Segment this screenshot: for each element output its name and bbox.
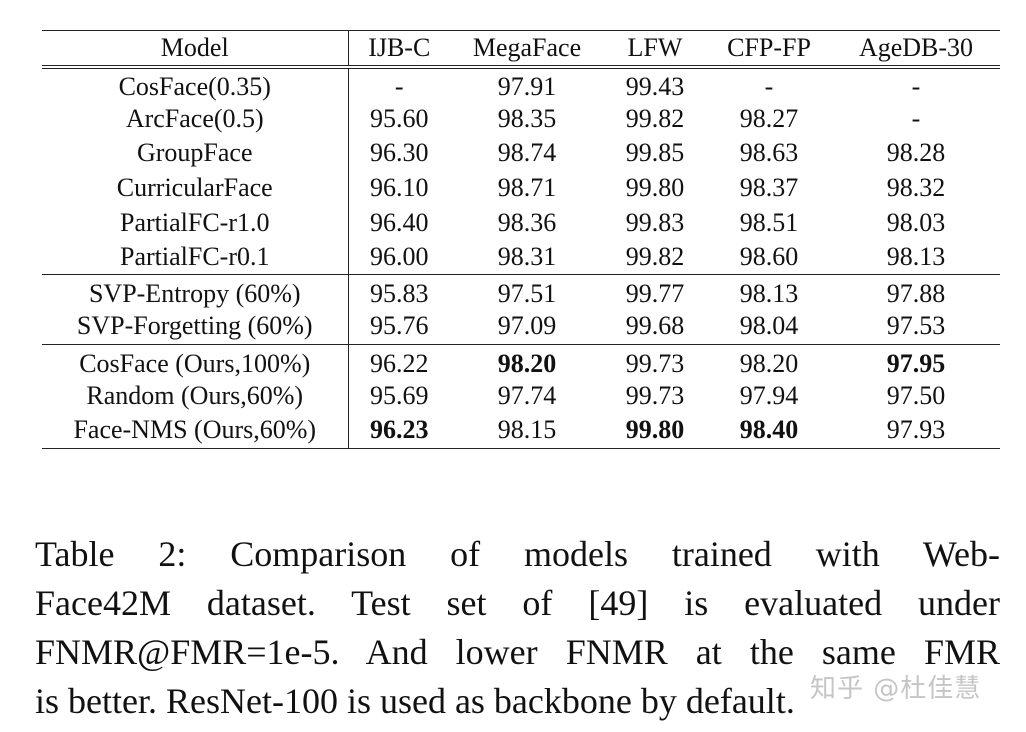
score-cell: 98.28	[886, 138, 946, 168]
score-cell: 95.69	[370, 381, 429, 411]
model-name-cell: CosFace(0.35)	[42, 66, 349, 102]
score-cell: 99.80	[604, 413, 706, 449]
model-name-cell: GroupFace	[42, 135, 349, 171]
score-cell: 98.27	[739, 103, 799, 133]
score-cell: 99.43	[625, 71, 685, 101]
table-row: GroupFace 96.30 98.74 99.85 98.63 98.28	[42, 135, 1000, 171]
column-header-ijbc: IJB-C	[348, 30, 450, 69]
model-name-cell: CosFace (Ours,100%)	[42, 343, 349, 379]
model-name-cell: Random (Ours,60%)	[42, 378, 349, 414]
column-header-megaface: MegaFace	[450, 30, 604, 69]
caption-line: is better. ResNet-100 is used as backbon…	[35, 681, 795, 721]
score-cell: 98.35	[497, 103, 557, 133]
score-cell: -	[911, 103, 921, 133]
score-cell: 98.31	[497, 242, 557, 272]
score-cell: 97.51	[450, 274, 604, 310]
score-cell: 97.09	[497, 311, 557, 341]
column-header-model: Model	[42, 30, 349, 69]
score-cell: 97.74	[497, 381, 557, 411]
score-cell: 99.68	[625, 311, 685, 341]
results-table: Model IJB-C MegaFace LFW CFP-FP AgeDB-30…	[42, 30, 1000, 449]
table-row: CurricularFace 96.10 98.71 99.80 98.37 98.32	[42, 170, 1000, 206]
score-cell: 98.20	[450, 343, 604, 379]
score-cell: 98.13	[886, 242, 946, 272]
score-cell: 96.23	[348, 413, 450, 449]
model-name-cell: SVP-Entropy (60%)	[42, 274, 349, 310]
score-cell: -	[764, 71, 774, 101]
caption-line: Face42M dataset. Test set of [49] is eva…	[35, 583, 1000, 623]
model-name-cell: PartialFC-r1.0	[42, 205, 349, 240]
score-cell: 97.88	[832, 274, 1000, 310]
table-row: CosFace (Ours,100%) 96.22 98.20 99.73 98.20 9…	[42, 343, 1000, 379]
score-cell: 98.04	[739, 311, 799, 341]
score-cell: 96.40	[370, 207, 429, 237]
table-row: SVP-Entropy (60%) 95.83 97.51 99.77 98.13 97.…	[42, 274, 1000, 310]
column-header-agedb-30: AgeDB-30	[832, 30, 1000, 69]
caption-line: FNMR@FMR=1e-5. And lower FNMR at the sam…	[35, 632, 1000, 672]
model-name-cell: SVP-Forgetting (60%)	[42, 309, 349, 344]
score-cell: 98.32	[886, 172, 946, 202]
score-cell: 97.93	[832, 413, 1000, 449]
score-cell: -	[911, 71, 921, 101]
score-cell: -	[394, 71, 404, 101]
table-header-row: Model IJB-C MegaFace LFW CFP-FP AgeDB-30	[42, 30, 1000, 69]
score-cell: 98.74	[497, 138, 557, 168]
score-cell: 98.37	[739, 172, 799, 202]
model-name-cell: CurricularFace	[42, 170, 349, 206]
score-cell: 97.95	[832, 343, 1000, 379]
score-cell: 95.76	[370, 311, 429, 341]
table-row: Face-NMS (Ours,60%) 96.23 98.15 99.80 98.40 9…	[42, 413, 1000, 449]
score-cell: 96.00	[370, 242, 429, 272]
table-body: CosFace(0.35) -97.91 99.43- - ArcFace(0.5) 95…	[42, 66, 1000, 449]
score-cell: 97.94	[739, 381, 799, 411]
model-name-cell: PartialFC-r0.1	[42, 239, 349, 275]
score-cell: 96.10	[370, 172, 429, 202]
model-name-cell: ArcFace(0.5)	[42, 101, 349, 136]
model-name-cell: Face-NMS (Ours,60%)	[42, 413, 349, 449]
table-row: Random (Ours,60%) 95.69 97.74 99.73 97.94 97.…	[42, 378, 1000, 414]
score-cell: 99.82	[625, 103, 685, 133]
score-cell: 96.22	[348, 343, 450, 379]
score-cell: 98.20	[706, 343, 832, 379]
score-cell: 98.13	[706, 274, 832, 310]
score-cell: 98.51	[739, 207, 799, 237]
score-cell: 95.83	[348, 274, 450, 310]
results-table-container: Model IJB-C MegaFace LFW CFP-FP AgeDB-30…	[42, 30, 1000, 449]
table-row: PartialFC-r1.0 96.40 98.36 99.83 98.51 98.03	[42, 205, 1000, 240]
score-cell: 95.60	[370, 103, 429, 133]
score-cell: 99.82	[625, 242, 685, 272]
score-cell: 98.15	[450, 413, 604, 449]
table-row: CosFace(0.35) - 97.91 99.43 - -	[42, 66, 1000, 102]
table-row: SVP-Forgetting (60%) 95.76 97.09 99.68 98.04…	[42, 309, 1000, 344]
score-cell: 97.53	[886, 311, 946, 341]
score-cell: 96.30	[370, 138, 429, 168]
table-row: PartialFC-r0.1 96.00 98.31 99.82 98.60 98.13	[42, 239, 1000, 275]
score-cell: 99.83	[625, 207, 685, 237]
score-cell: 98.60	[739, 242, 799, 272]
score-cell: 98.03	[886, 207, 946, 237]
caption-line: Table 2: Comparison of models trained wi…	[35, 534, 1000, 574]
column-header-lfw: LFW	[604, 30, 706, 69]
score-cell: 99.80	[625, 172, 685, 202]
score-cell: 97.91	[497, 71, 557, 101]
watermark: 知乎 @杜佳慧	[810, 674, 982, 704]
score-cell: 98.36	[497, 207, 557, 237]
table-row: ArcFace(0.5) 95.60 98.35 99.82 98.27 -	[42, 101, 1000, 136]
column-header-cfp-fp: CFP-FP	[706, 30, 832, 69]
score-cell: 98.71	[497, 172, 557, 202]
score-cell: 99.77	[604, 274, 706, 310]
score-cell: 98.40	[706, 413, 832, 449]
score-cell: 98.63	[739, 138, 799, 168]
score-cell: 99.73	[604, 343, 706, 379]
score-cell: 99.85	[625, 138, 685, 168]
table-caption: Table 2: Comparison of models trained wi…	[35, 530, 1000, 726]
score-cell: 99.73	[625, 381, 685, 411]
score-cell: 97.50	[886, 381, 946, 411]
